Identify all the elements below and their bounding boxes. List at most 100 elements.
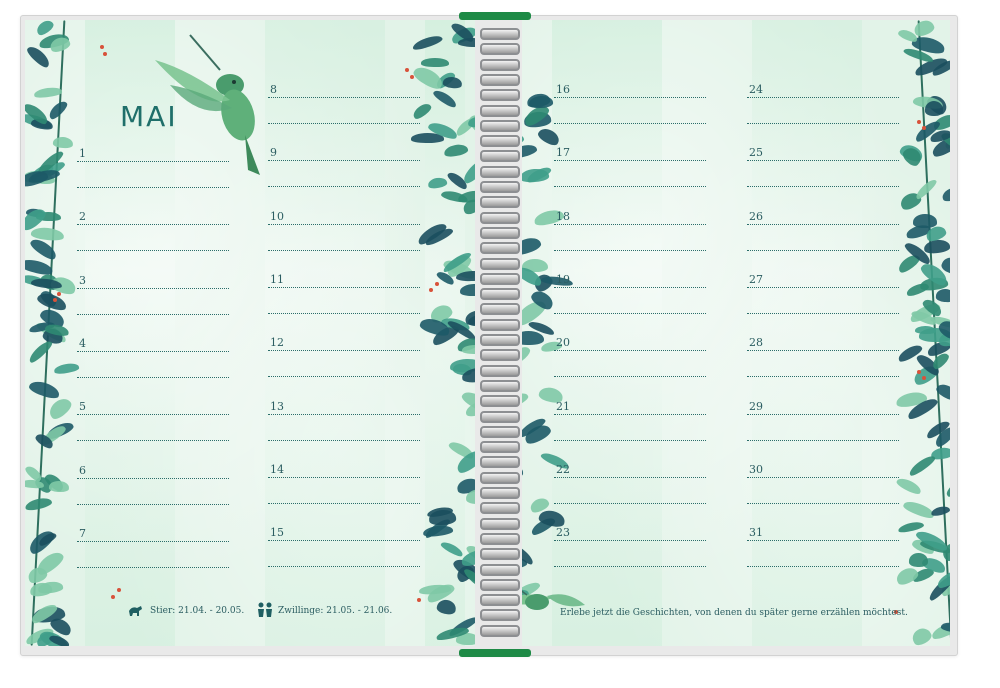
day-entry[interactable]: 16 (554, 83, 706, 143)
writing-line (554, 502, 706, 504)
spiral-ring (480, 272, 520, 285)
day-number: 20 (556, 336, 570, 350)
writing-line (77, 161, 229, 162)
day-entry[interactable]: 23 (554, 526, 706, 586)
spiral-ring (480, 471, 520, 484)
day-entry[interactable]: 7 (77, 527, 229, 587)
day-entry[interactable]: 12 (268, 336, 420, 396)
day-entry[interactable]: 26 (747, 210, 899, 270)
day-entry[interactable]: 30 (747, 463, 899, 523)
spiral-ring (480, 548, 520, 561)
writing-line (747, 439, 899, 441)
day-entry[interactable]: 9 (268, 146, 420, 206)
berry-dot (405, 68, 409, 72)
fern-leaf (923, 238, 950, 255)
day-number: 2 (79, 210, 86, 224)
day-number: 18 (556, 209, 570, 223)
day-entry[interactable]: 20 (554, 336, 706, 396)
spiral-ring (480, 89, 520, 102)
day-entry[interactable]: 3 (77, 274, 229, 334)
day-entry[interactable]: 19 (554, 273, 706, 333)
fern-leaf (910, 625, 934, 646)
fern-leaf (930, 504, 950, 518)
day-number: 21 (556, 399, 570, 413)
fern-leaf (908, 552, 929, 567)
writing-line (77, 287, 229, 289)
writing-line (554, 476, 706, 478)
watercolor-wash (265, 20, 385, 646)
berry-dot (429, 288, 433, 292)
writing-line (554, 312, 706, 314)
fern-leaf (420, 58, 450, 67)
fern-leaf (522, 389, 531, 414)
writing-line (268, 502, 420, 504)
day-number: 30 (749, 462, 763, 476)
day-entry[interactable]: 14 (268, 463, 420, 523)
footer-quote: Erlebe jetzt die Geschichten, von denen … (560, 608, 908, 618)
writing-line (554, 540, 706, 542)
taurus-icon (129, 606, 142, 616)
gemini-icon (258, 602, 272, 617)
writing-line (747, 312, 899, 314)
day-number: 9 (270, 146, 277, 160)
spiral-ring (480, 441, 520, 454)
fern-leaf (26, 338, 55, 365)
fern-leaf (428, 509, 457, 526)
writing-line (747, 502, 899, 504)
writing-line (747, 286, 899, 288)
writing-line (554, 249, 706, 251)
spiral-ring (480, 104, 520, 117)
berry-dot (922, 376, 926, 380)
day-number: 8 (270, 83, 277, 96)
spiral-ring (480, 334, 520, 346)
fern-leaf (53, 361, 80, 375)
day-entry[interactable]: 21 (554, 400, 706, 460)
spiral-ring (480, 410, 520, 423)
day-entry[interactable]: 25 (747, 146, 899, 206)
day-number: 22 (556, 462, 570, 476)
berry-dot (111, 595, 115, 599)
day-number: 5 (79, 400, 86, 414)
day-entry[interactable]: 22 (554, 463, 706, 523)
day-entry[interactable]: 24 (747, 83, 899, 143)
writing-line (268, 97, 420, 98)
day-entry[interactable]: 6 (77, 464, 229, 524)
spiral-ring (480, 303, 520, 316)
day-entry[interactable]: 18 (554, 210, 706, 270)
fern-leaf (522, 343, 533, 366)
day-number: 3 (79, 273, 86, 287)
fern-leaf (894, 475, 924, 497)
spiral-ring (480, 578, 520, 591)
spiral-ring (480, 196, 520, 209)
day-entry[interactable]: 31 (747, 526, 899, 586)
berry-dot (894, 610, 898, 614)
day-entry[interactable]: 29 (747, 400, 899, 460)
writing-line (268, 540, 420, 542)
day-entry[interactable]: 27 (747, 273, 899, 333)
berry-dot (917, 120, 921, 124)
writing-line (747, 413, 899, 415)
day-entry[interactable]: 4 (77, 337, 229, 397)
writing-line (268, 123, 420, 124)
spiral-ring (480, 181, 520, 193)
day-number: 28 (749, 336, 763, 350)
day-entry[interactable]: 15 (268, 526, 420, 586)
writing-line (268, 376, 420, 378)
spiral-ring (480, 73, 520, 86)
day-entry[interactable]: 2 (77, 210, 229, 270)
fern-leaf (944, 471, 950, 499)
day-entry[interactable]: 1 (77, 147, 229, 207)
fern-leaf (935, 287, 950, 302)
day-entry[interactable]: 5 (77, 400, 229, 460)
day-entry[interactable]: 10 (268, 210, 420, 270)
binding-band-top (459, 12, 531, 20)
spiral-ring (480, 242, 520, 255)
day-entry[interactable]: 28 (747, 336, 899, 396)
writing-line (747, 476, 899, 478)
day-entry[interactable]: 13 (268, 400, 420, 460)
day-entry[interactable]: 11 (268, 273, 420, 333)
berry-dot (103, 52, 107, 56)
spiral-ring (480, 150, 520, 163)
day-entry[interactable]: 8 (268, 83, 420, 143)
day-entry[interactable]: 17 (554, 146, 706, 206)
